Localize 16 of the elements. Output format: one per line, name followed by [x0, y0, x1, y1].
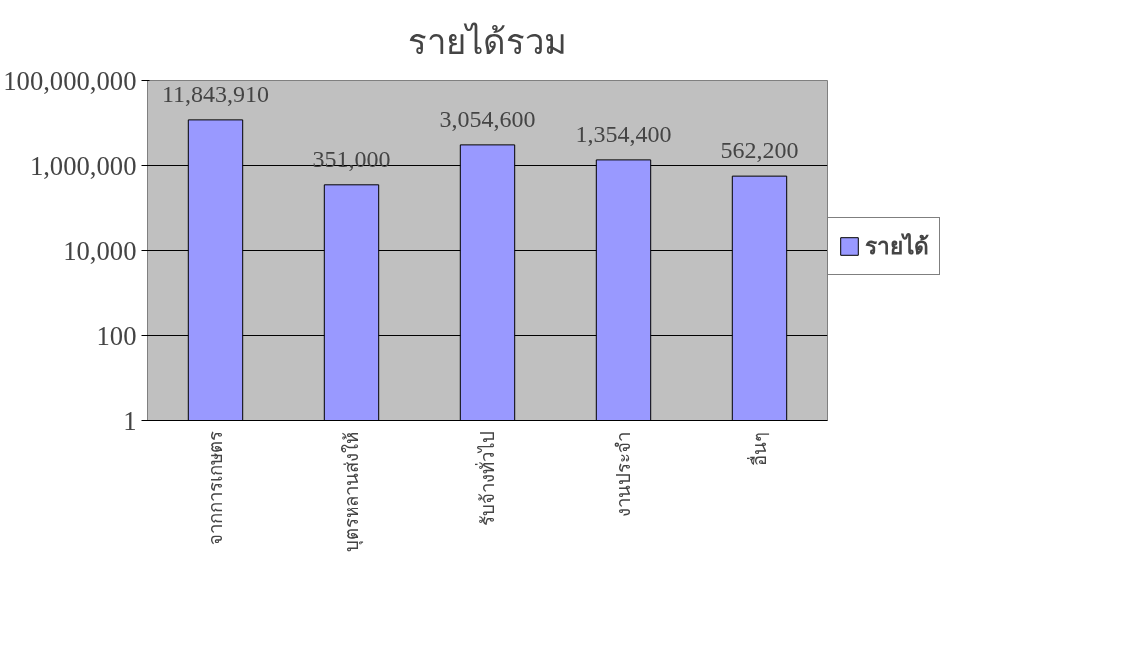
y-tick-label: 1 [123, 405, 137, 436]
data-label: 1,354,400 [575, 120, 672, 147]
data-label: 562,200 [720, 137, 799, 164]
chart-title: รายได้รวม [408, 21, 567, 61]
x-tick-label: จากการเกษตร [205, 431, 226, 546]
x-tick-label: งานประจำ [613, 431, 634, 517]
y-tick-label: 100 [96, 320, 137, 351]
y-tick-label: 1,000,000 [29, 150, 137, 181]
data-label: 3,054,600 [439, 105, 536, 132]
x-tick-label: รับจ้างทั่วไป [475, 431, 498, 527]
y-tick-label: 10,000 [63, 235, 137, 266]
x-tick-label: อื่นๆ [747, 431, 770, 466]
y-tick-label: 100,000,000 [3, 65, 137, 96]
legend-label: รายได้ [865, 232, 929, 261]
x-tick-label: บุตรหลานส่งให้ [341, 431, 364, 553]
data-label: 11,843,910 [161, 80, 270, 107]
